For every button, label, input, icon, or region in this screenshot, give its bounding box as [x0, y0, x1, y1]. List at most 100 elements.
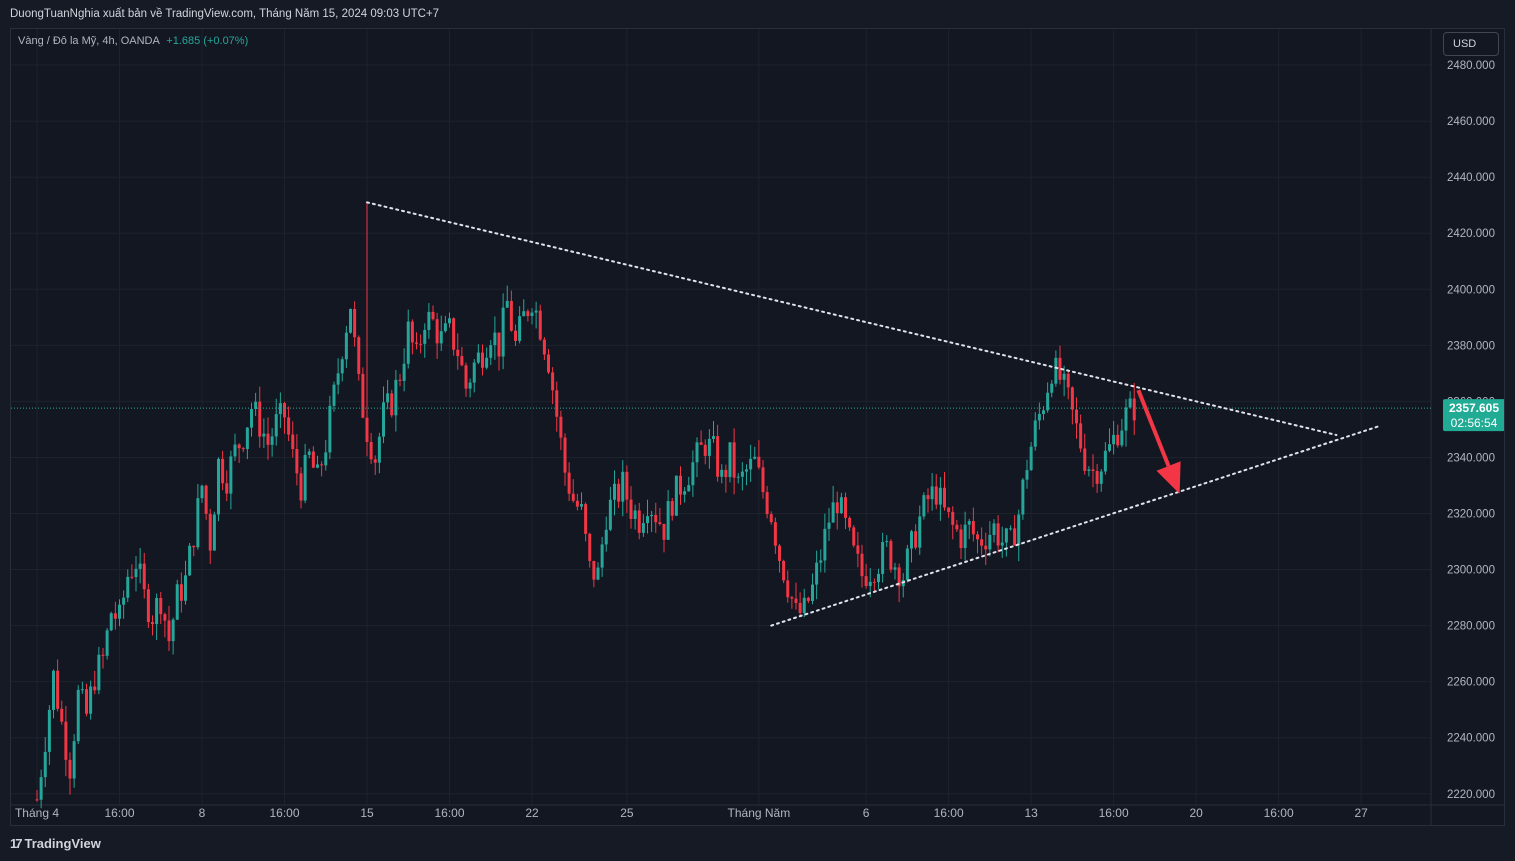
candle-body	[806, 597, 810, 601]
candle-body	[728, 442, 732, 478]
candle-body	[522, 311, 526, 317]
y-tick-label: 2480.000	[1447, 60, 1495, 72]
candle-body	[427, 311, 431, 330]
candle-body	[1025, 470, 1029, 480]
y-tick-label: 2380.000	[1447, 340, 1495, 352]
candle-body	[217, 458, 220, 515]
candle-body	[1095, 470, 1099, 484]
candle-body	[662, 523, 666, 540]
candle-body	[740, 471, 744, 477]
candle-body	[167, 620, 171, 642]
candle-body	[745, 469, 748, 472]
lower-trendline[interactable]	[770, 425, 1379, 627]
candle-body	[699, 442, 703, 445]
y-tick-label: 2440.000	[1447, 172, 1495, 184]
candle-body	[386, 393, 390, 403]
candle-body	[749, 458, 753, 470]
upper-trendline[interactable]	[366, 201, 1338, 437]
candle-body	[464, 365, 468, 389]
currency-button[interactable]: USD	[1443, 32, 1499, 56]
candle-body	[307, 451, 311, 455]
candle-body	[608, 499, 612, 530]
candle-body	[332, 384, 336, 406]
candle-body	[691, 462, 695, 486]
candle-body	[410, 321, 414, 343]
candle-body	[992, 523, 996, 535]
candle-body	[844, 497, 847, 518]
candle-body	[951, 511, 955, 525]
candle-body	[311, 451, 315, 468]
current-price-label: 2357.605	[1449, 401, 1499, 415]
candle-body	[674, 475, 678, 516]
candle-body	[1128, 398, 1132, 408]
candle-body	[142, 563, 146, 590]
arrow-head[interactable]	[1156, 461, 1181, 494]
x-tick-label: 15	[360, 806, 374, 820]
candle-body	[452, 318, 456, 350]
candle-body	[629, 499, 633, 519]
candle-body	[778, 545, 781, 561]
chart-panel[interactable]: 2220.000 2240.000 2260.000 2280.000 2300.000…	[10, 28, 1505, 826]
candle-body	[320, 464, 324, 466]
chart-header: DuongTuanNghia xuất bản về TradingView.c…	[0, 0, 1515, 28]
symbol-name: Vàng / Đô la Mỹ, 4h, OANDA	[18, 35, 160, 47]
candle-body	[571, 493, 575, 501]
y-tick-label: 2240.000	[1447, 733, 1495, 745]
candle-body	[897, 567, 901, 587]
symbol-change: +1.685 (+0.07%)	[166, 35, 249, 47]
y-tick-label: 2260.000	[1447, 677, 1495, 689]
candle-body	[670, 501, 674, 516]
candle-body	[245, 427, 249, 450]
candle-body	[646, 516, 649, 524]
candle-body	[872, 581, 876, 583]
tradingview-brand: TradingView	[24, 836, 101, 851]
candle-body	[773, 522, 777, 546]
candle-body	[1116, 434, 1120, 446]
candlestick-chart[interactable]: 2220.000 2240.000 2260.000 2280.000 2300.000…	[11, 29, 1504, 825]
candle-body	[113, 613, 117, 619]
candle-body	[526, 311, 530, 317]
bar-countdown-label: 02:56:54	[1451, 416, 1498, 430]
arrow-shaft[interactable]	[1136, 389, 1171, 467]
candle-body	[877, 573, 880, 583]
candle-body	[765, 492, 769, 515]
candle-body	[159, 598, 163, 615]
candle-body	[468, 382, 472, 389]
candle-body	[592, 560, 596, 580]
candle-body	[922, 495, 926, 517]
y-tick-label: 2280.000	[1447, 621, 1495, 633]
candle-body	[798, 602, 802, 613]
candle-body	[283, 403, 286, 418]
candle-body	[188, 545, 192, 576]
x-tick-label: 27	[1354, 806, 1368, 820]
candle-body	[720, 469, 724, 477]
candle-body	[947, 507, 951, 512]
candle-body	[959, 529, 963, 549]
publish-info: DuongTuanNghia xuất bản về TradingView.c…	[10, 8, 440, 20]
candle-body	[254, 401, 258, 410]
candle-body	[324, 452, 328, 466]
candle-body	[456, 349, 460, 357]
candle-body	[905, 548, 909, 580]
x-tick-label: 13	[1024, 806, 1038, 820]
candle-body	[1054, 357, 1058, 384]
candle-body	[567, 472, 571, 494]
candle-body	[369, 441, 373, 460]
candle-body	[584, 504, 588, 534]
candle-body	[943, 487, 946, 508]
candle-body	[233, 444, 237, 457]
candle-body	[1075, 409, 1078, 424]
x-tick-label: Tháng Năm	[728, 806, 791, 820]
x-tick-label: 8	[199, 806, 206, 820]
candle-body	[1079, 423, 1083, 449]
candle-body	[881, 542, 885, 574]
candle-body	[856, 545, 860, 554]
candle-body	[361, 373, 365, 418]
candle-body	[109, 613, 113, 631]
candle-body	[707, 438, 711, 456]
x-tick-label: 22	[525, 806, 539, 820]
candle-body	[241, 448, 245, 450]
tradingview-logo[interactable]: 17 TradingView	[10, 836, 101, 851]
chart-footer: 17 TradingView	[0, 826, 1515, 861]
candle-body	[85, 689, 88, 714]
